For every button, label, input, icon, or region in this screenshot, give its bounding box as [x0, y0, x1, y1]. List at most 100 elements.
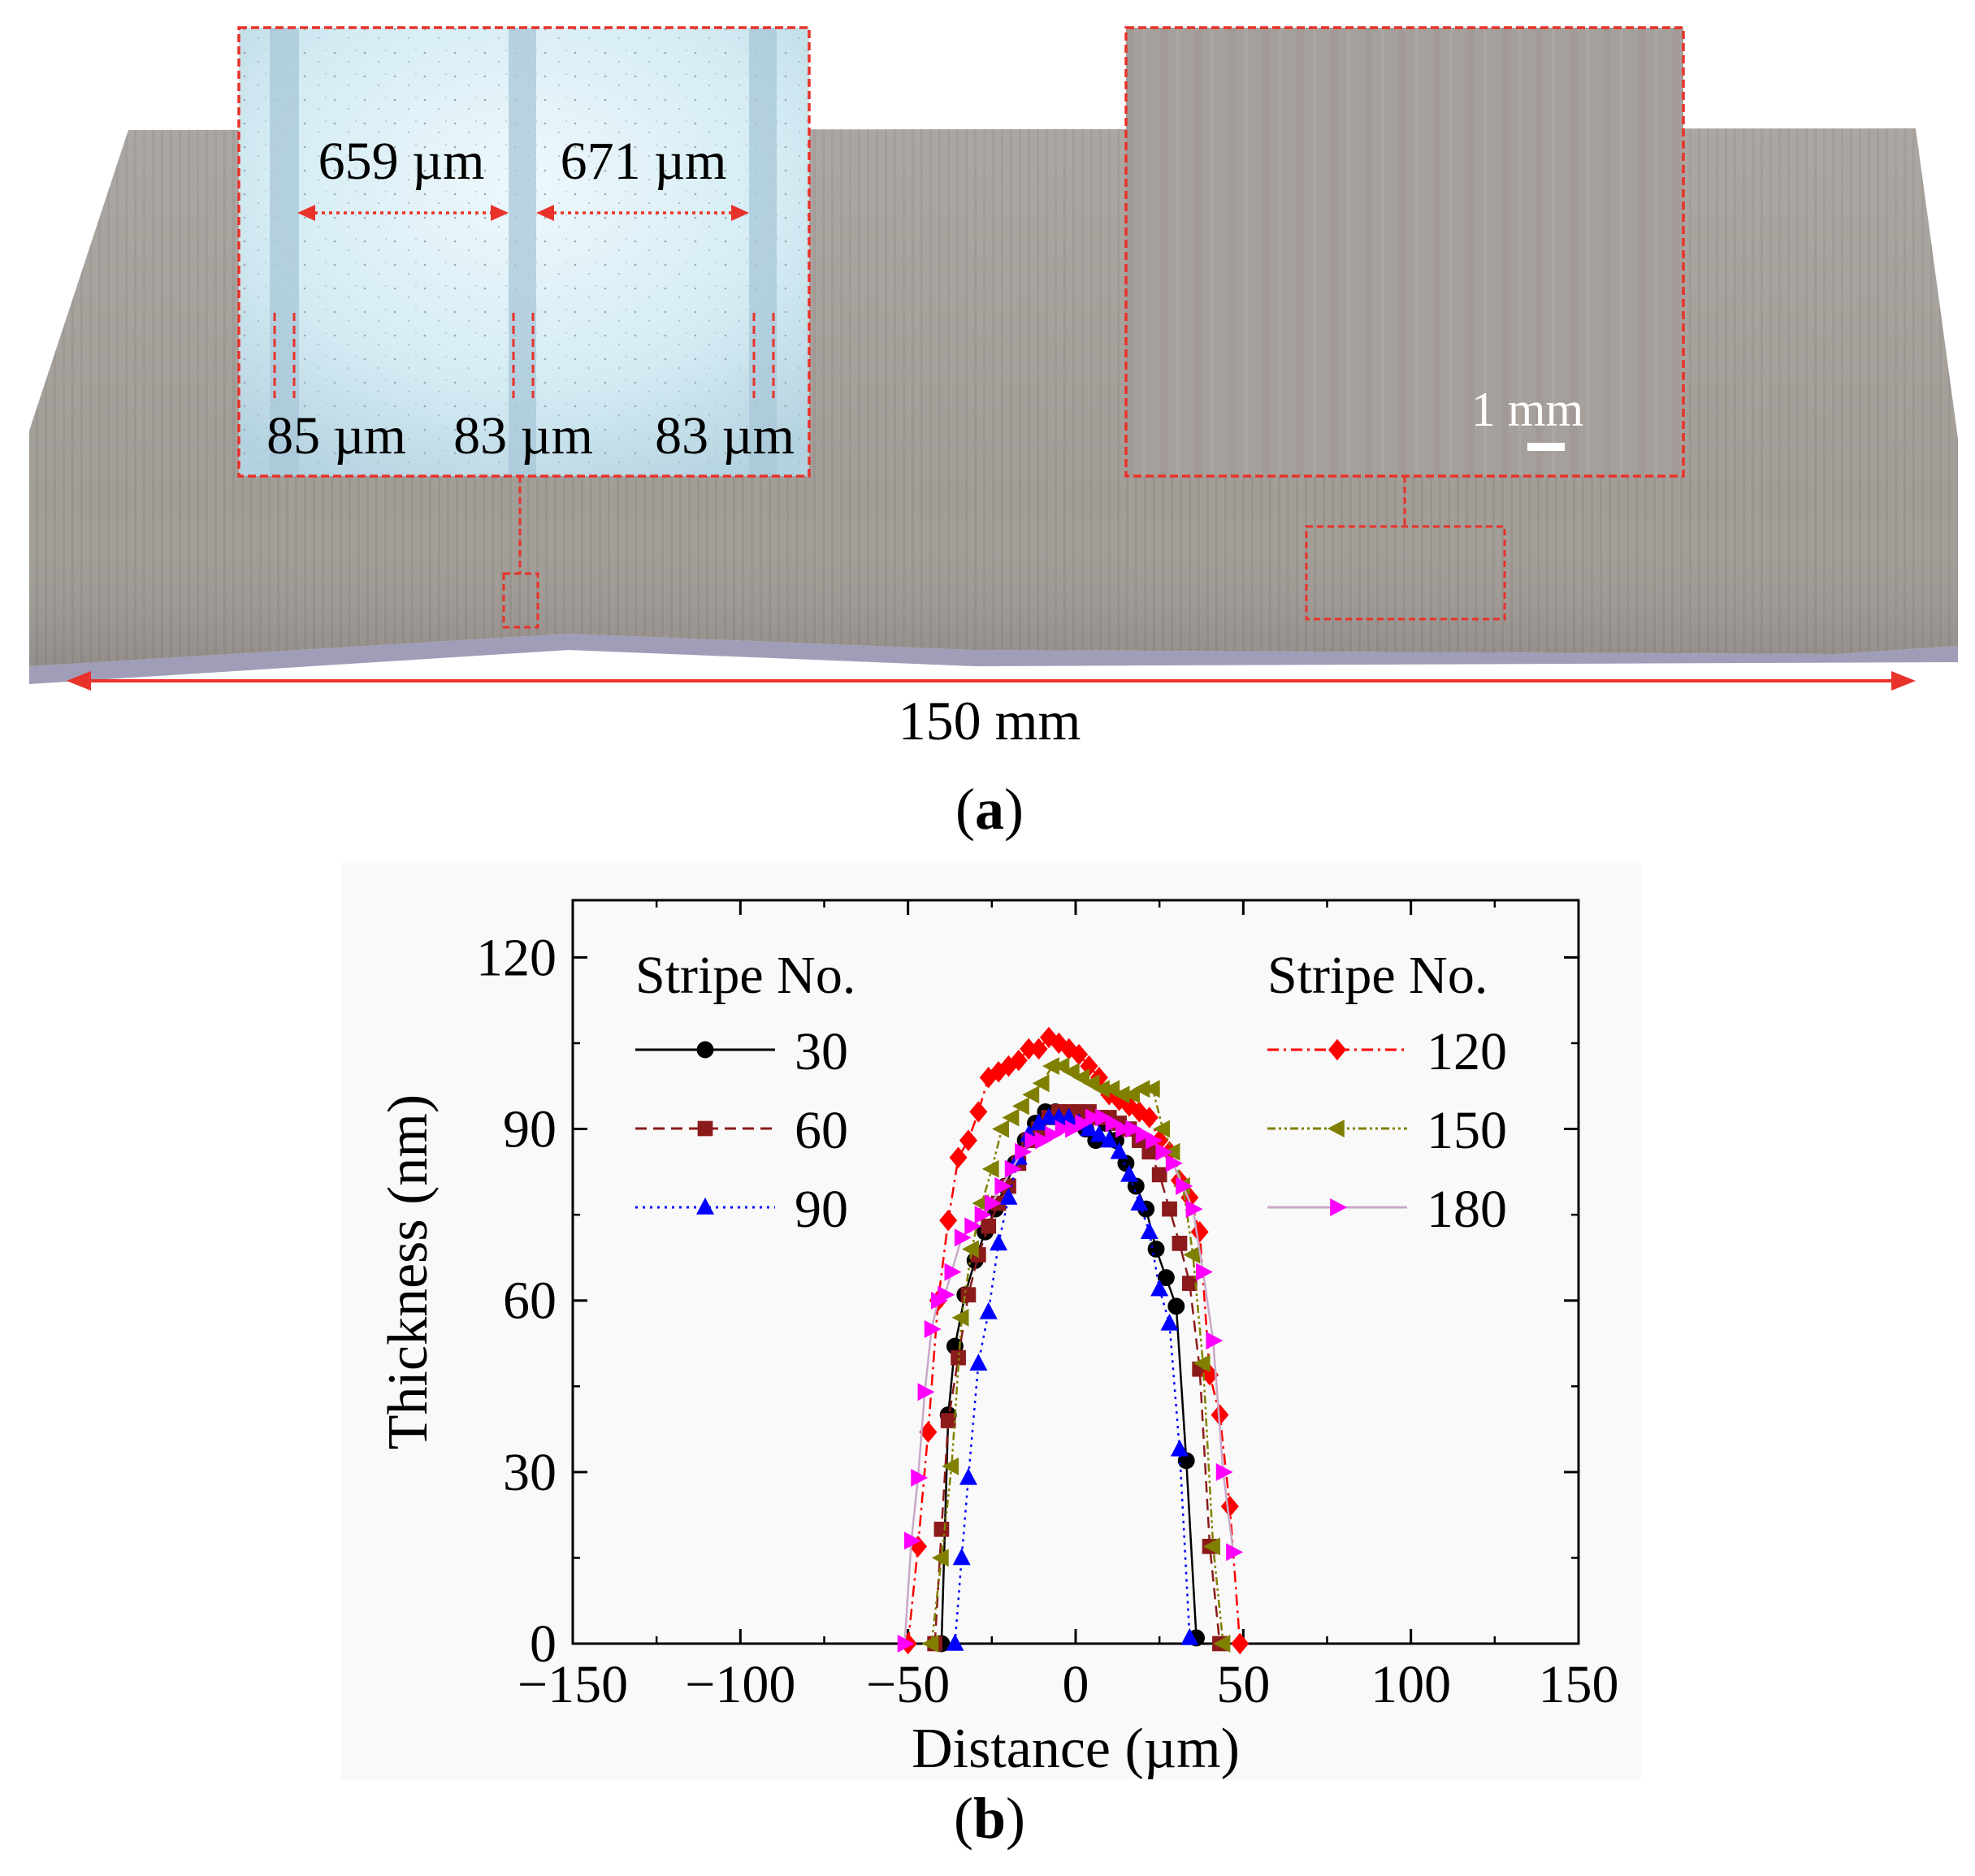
data-point-60	[940, 1413, 956, 1428]
legend-label-30: 30	[795, 1022, 848, 1081]
data-point-150	[1133, 1080, 1150, 1098]
data-point-180	[938, 1285, 955, 1304]
data-point-150	[1042, 1057, 1059, 1076]
data-point-180	[974, 1206, 992, 1224]
data-point-180	[1045, 1125, 1063, 1144]
data-point-90	[946, 1633, 964, 1651]
data-point-60	[981, 1218, 997, 1234]
data-point-120	[969, 1101, 988, 1123]
data-point-90	[969, 1354, 988, 1371]
inset-closeup: 1 mm	[1124, 26, 1685, 478]
data-point-180	[1115, 1120, 1133, 1138]
data-point-90	[1140, 1222, 1159, 1240]
data-point-150	[1022, 1085, 1040, 1104]
data-point-60	[1162, 1201, 1177, 1217]
data-point-180	[1155, 1142, 1173, 1161]
y-tick-label: 30	[503, 1443, 557, 1502]
data-point-150	[1142, 1080, 1160, 1098]
data-point-120	[939, 1209, 958, 1232]
panel-b-label: b	[973, 1786, 1006, 1851]
data-point-180	[1004, 1159, 1022, 1178]
data-point-60	[960, 1287, 977, 1303]
data-point-150	[1183, 1246, 1201, 1264]
legend-marker-60	[697, 1120, 713, 1137]
data-point-180	[954, 1228, 972, 1247]
legend-label-60: 60	[795, 1101, 848, 1160]
x-tick-label: 50	[1216, 1655, 1270, 1714]
thickness-chart: −150 −100 −50 0 50 100 150 0 30 60 90 120 Distance (…	[377, 899, 1619, 1780]
scale-bar-label: 1 mm	[1471, 383, 1583, 436]
data-point-180	[1105, 1114, 1123, 1133]
data-point-90	[1150, 1279, 1169, 1297]
data-point-180	[1176, 1176, 1193, 1195]
data-point-150	[992, 1120, 1010, 1138]
x-tick-label: 150	[1539, 1655, 1619, 1714]
data-point-120	[1220, 1495, 1239, 1518]
data-point-60	[1141, 1144, 1158, 1160]
data-point-180	[1065, 1120, 1082, 1138]
data-point-30	[1157, 1269, 1175, 1286]
y-tick-label: 0	[530, 1614, 557, 1674]
data-point-120	[1070, 1043, 1089, 1066]
legend-label-150: 150	[1427, 1101, 1507, 1160]
data-point-60	[1172, 1235, 1188, 1251]
data-point-30	[1167, 1298, 1185, 1315]
inset-frame	[237, 26, 811, 478]
data-point-180	[924, 1319, 942, 1338]
length-arrow	[67, 671, 1916, 691]
data-point-120	[1140, 1107, 1159, 1129]
data-point-60	[1181, 1276, 1198, 1291]
y-tick-label: 120	[476, 928, 557, 987]
scale-bar	[1527, 443, 1565, 451]
width-label-1: 85 µm	[266, 406, 406, 466]
legend-label-90: 90	[795, 1180, 848, 1239]
data-point-90	[959, 1467, 977, 1485]
data-point-180	[1196, 1263, 1213, 1281]
stripe-band-1	[270, 28, 299, 476]
data-point-150	[942, 1457, 959, 1475]
width-label-2: 83 µm	[453, 406, 593, 466]
width-label-3: 83 µm	[655, 406, 795, 466]
data-point-90	[1130, 1193, 1149, 1211]
data-point-180	[1015, 1142, 1033, 1161]
data-point-30	[1177, 1452, 1195, 1470]
data-point-90	[1089, 1124, 1108, 1142]
x-tick-label: −100	[685, 1655, 795, 1714]
legend-marker-180	[1330, 1198, 1348, 1216]
inset-microscope: 659 µm 671 µm 85 µm 83 µm 83 µm	[237, 26, 811, 478]
data-point-180	[1226, 1543, 1244, 1562]
data-point-180	[1206, 1331, 1224, 1350]
x-axis-label: Distance (µm)	[912, 1718, 1240, 1780]
data-point-30	[1147, 1240, 1165, 1258]
data-point-180	[944, 1263, 962, 1281]
legend-marker-30	[696, 1041, 714, 1059]
data-point-180	[1085, 1108, 1102, 1127]
data-point-90	[999, 1187, 1018, 1205]
legend-title-right: Stripe No.	[1267, 946, 1488, 1005]
y-tick-label: 90	[503, 1100, 557, 1159]
data-point-180	[964, 1217, 982, 1236]
data-point-180	[903, 1532, 921, 1550]
data-point-180	[1075, 1114, 1093, 1133]
legend-label-120: 120	[1427, 1022, 1507, 1081]
data-point-60	[951, 1350, 966, 1366]
data-point-180	[911, 1468, 929, 1487]
data-point-150	[972, 1194, 990, 1213]
data-point-90	[1120, 1164, 1139, 1182]
data-point-120	[919, 1421, 938, 1443]
data-point-180	[897, 1635, 915, 1653]
data-point-90	[1160, 1313, 1179, 1331]
legend-marker-120	[1328, 1038, 1346, 1061]
data-point-90	[1100, 1130, 1119, 1148]
data-point-120	[959, 1129, 977, 1151]
x-tick-label: −150	[518, 1655, 628, 1714]
legend-label-180: 180	[1427, 1180, 1507, 1239]
data-point-180	[917, 1383, 935, 1402]
data-point-180	[1024, 1131, 1042, 1150]
data-point-120	[1231, 1632, 1250, 1655]
x-tick-label: 100	[1371, 1655, 1451, 1714]
data-point-180	[1215, 1462, 1233, 1481]
data-point-90	[1059, 1107, 1078, 1125]
panel-a: 659 µm 671 µm 85 µm 83 µm 83 µm 1 mm	[29, 26, 1958, 842]
data-point-150	[1032, 1074, 1050, 1093]
